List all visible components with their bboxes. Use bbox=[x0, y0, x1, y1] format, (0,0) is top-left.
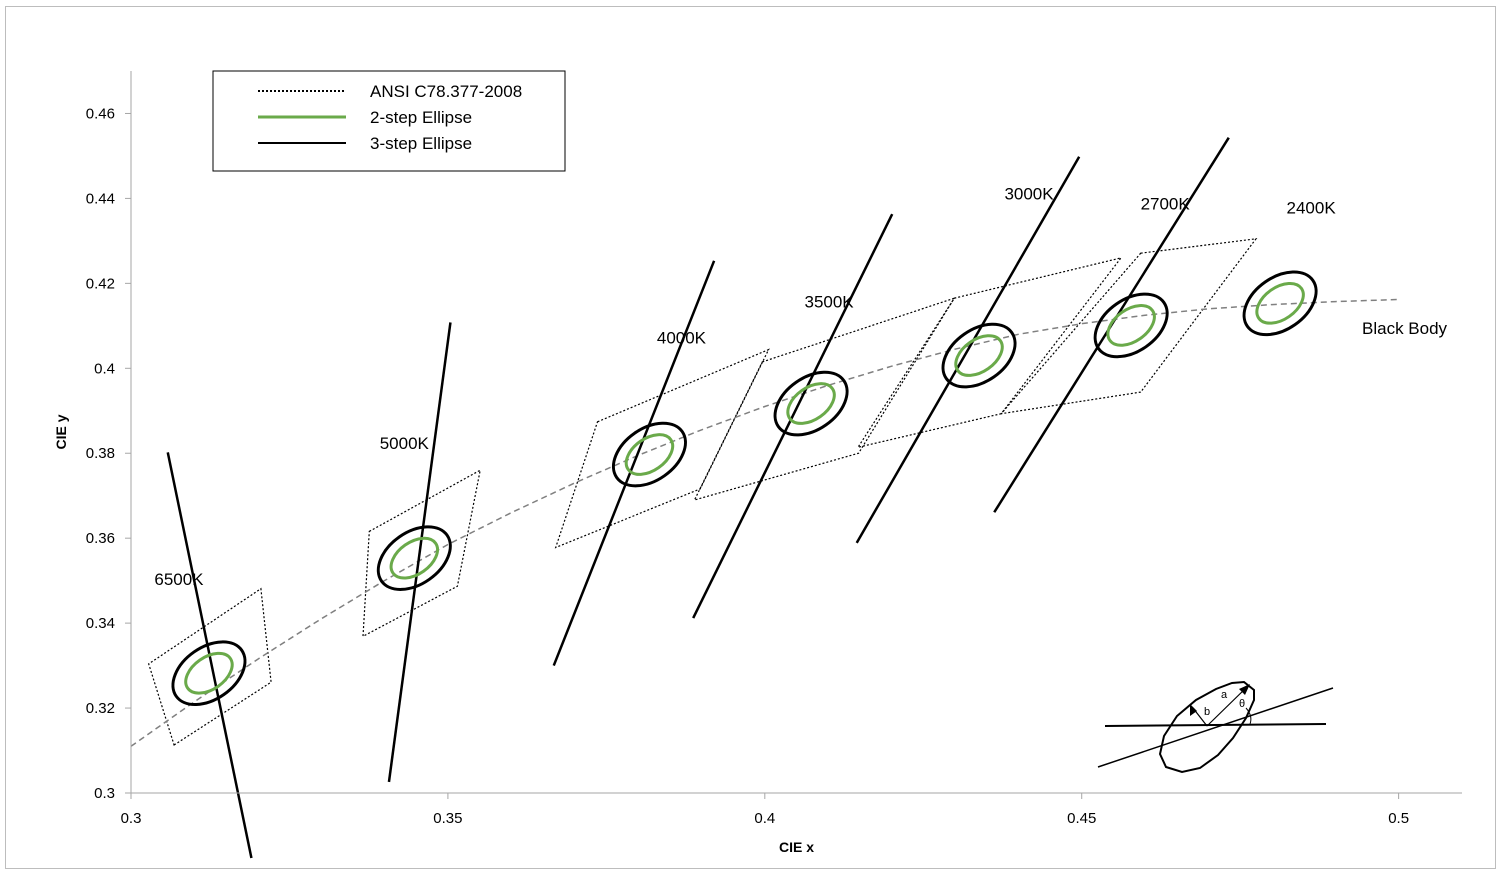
x-tick-label: 0.35 bbox=[433, 810, 462, 827]
inset-a-arrow bbox=[1206, 685, 1249, 727]
inset-horizontal-axis bbox=[1104, 723, 1327, 727]
inset-label-a: a bbox=[1221, 689, 1228, 701]
inset-label-theta: θ bbox=[1239, 698, 1245, 710]
chart-frame bbox=[5, 6, 1496, 869]
ansi-quadrangle bbox=[693, 297, 956, 501]
ellipse-parameter-diagram: a b θ bbox=[1097, 680, 1334, 774]
y-tick-label: 0.3 bbox=[94, 785, 115, 802]
ellipses bbox=[171, 270, 1318, 707]
two-step-ellipse bbox=[954, 334, 1004, 377]
three-step-ellipse bbox=[611, 421, 687, 488]
cct-label: 2400K bbox=[1287, 198, 1337, 217]
cct-label: 6500K bbox=[154, 570, 204, 589]
inset-label-b: b bbox=[1204, 706, 1210, 718]
inset-major-axis-line bbox=[1097, 687, 1334, 768]
axes: 0.3 0.35 0.4 0.45 0.5 0.3 0.32 0.34 0.36 0.38 0.4 0… bbox=[53, 71, 1462, 855]
cct-label: 3500K bbox=[804, 293, 854, 312]
ansi-quadrangle bbox=[856, 256, 1123, 449]
ansi-quadrangle bbox=[999, 238, 1258, 415]
inset-theta-arc bbox=[1245, 707, 1252, 725]
y-tick-label: 0.38 bbox=[86, 445, 115, 462]
isotherm-line bbox=[387, 322, 452, 783]
two-step-ellipse bbox=[184, 651, 234, 695]
x-axis-title: CIE x bbox=[779, 839, 814, 855]
cct-label: 5000K bbox=[380, 434, 430, 453]
y-tick-label: 0.32 bbox=[86, 700, 115, 717]
y-tick-label: 0.36 bbox=[86, 530, 115, 547]
cct-label: 2700K bbox=[1141, 194, 1191, 213]
legend-label-2step: 2-step Ellipse bbox=[370, 108, 472, 127]
three-step-ellipse bbox=[376, 525, 452, 591]
black-body-label: Black Body bbox=[1362, 319, 1448, 338]
inset-a-arrowhead bbox=[1239, 684, 1250, 695]
x-tick-label: 0.3 bbox=[121, 810, 142, 827]
cct-label: 4000K bbox=[657, 329, 707, 348]
two-step-ellipse bbox=[1106, 304, 1156, 347]
two-step-ellipse bbox=[786, 382, 836, 425]
isotherm-line bbox=[855, 156, 1081, 544]
y-axis-title: CIE y bbox=[53, 414, 69, 449]
y-tick-label: 0.46 bbox=[86, 105, 115, 122]
legend-label-3step: 3-step Ellipse bbox=[370, 134, 472, 153]
three-step-ellipse bbox=[1242, 270, 1318, 337]
inset-ellipse bbox=[1158, 680, 1255, 774]
two-step-ellipse bbox=[1255, 281, 1305, 325]
y-tick-label: 0.4 bbox=[94, 360, 115, 377]
x-tick-label: 0.5 bbox=[1388, 810, 1409, 827]
three-step-ellipse bbox=[941, 322, 1017, 389]
ansi-quadrangle bbox=[554, 348, 770, 549]
legend-box bbox=[212, 70, 566, 172]
ansi-quadrangles bbox=[147, 238, 1258, 746]
two-step-ellipse bbox=[389, 536, 440, 580]
three-step-ellipse bbox=[1093, 292, 1169, 359]
inset-b-arrowhead bbox=[1190, 704, 1197, 716]
y-tick-label: 0.42 bbox=[86, 275, 115, 292]
legend-label-ansi: ANSI C78.377-2008 bbox=[370, 82, 522, 101]
isotherm-lines bbox=[166, 137, 1230, 859]
three-step-ellipse bbox=[773, 370, 849, 437]
three-step-ellipse bbox=[171, 640, 247, 707]
black-body-curve bbox=[130, 298, 1399, 747]
black-body-locus bbox=[130, 298, 1399, 747]
y-tick-label: 0.44 bbox=[86, 190, 115, 207]
ansi-quadrangle bbox=[362, 469, 482, 638]
x-tick-label: 0.45 bbox=[1067, 810, 1096, 827]
two-step-ellipse bbox=[624, 433, 675, 476]
cct-label: 3000K bbox=[1004, 185, 1054, 204]
cct-labels: Black Body 6500K 5000K 4000K 3500K 3000K 2700K… bbox=[154, 185, 1447, 590]
isotherm-line bbox=[552, 260, 716, 667]
legend: ANSI C78.377-2008 2-step Ellipse 3-step … bbox=[212, 70, 566, 172]
ansi-quadrangle bbox=[147, 587, 272, 746]
y-tick-label: 0.34 bbox=[86, 615, 115, 632]
isotherm-line bbox=[692, 213, 894, 619]
x-tick-label: 0.4 bbox=[754, 810, 775, 827]
